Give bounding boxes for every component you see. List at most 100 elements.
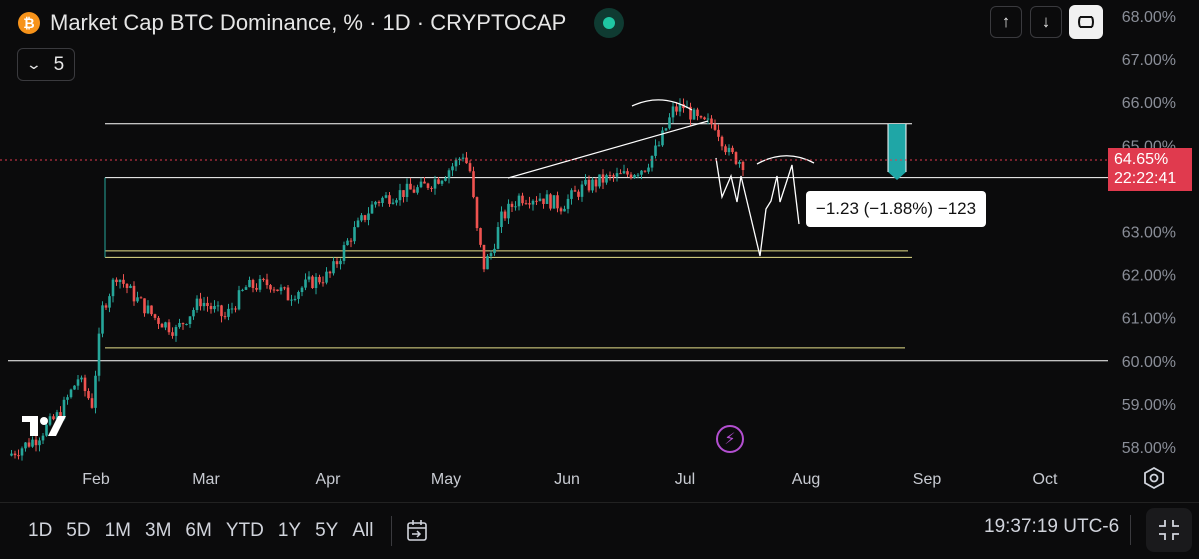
candle-body — [314, 276, 318, 289]
candle-body — [412, 189, 416, 193]
candle-body — [727, 147, 731, 153]
candle-body — [307, 276, 311, 280]
candle-body — [55, 412, 59, 420]
timeframe-5d[interactable]: 5D — [66, 520, 91, 541]
candle-body — [272, 289, 276, 291]
candle-body — [626, 171, 629, 175]
candle-body — [27, 442, 31, 447]
timeframe-1m[interactable]: 1M — [104, 520, 131, 541]
candle-body — [234, 308, 237, 310]
market-status-icon[interactable] — [594, 8, 625, 38]
candle-body — [671, 106, 675, 118]
candle-body — [398, 190, 402, 201]
chart-area[interactable]: 68.00% 67.00% 66.00% 65.00% 63.00% 62.00% 61.0… — [0, 0, 1199, 500]
candle-body — [108, 296, 111, 308]
candle-body — [507, 203, 510, 219]
candle-body — [668, 117, 671, 129]
y-tick-label: 63.00% — [1122, 225, 1176, 242]
candle-body — [244, 287, 248, 290]
candle-body — [391, 202, 395, 204]
current-price-value: 64.65% — [1114, 151, 1169, 168]
candle-body — [374, 201, 377, 205]
tradingview-logo-icon — [22, 413, 68, 444]
scroll-up-button[interactable]: ↑ — [990, 6, 1022, 38]
fullscreen-button[interactable] — [1146, 508, 1192, 552]
candle-body — [738, 161, 741, 164]
candle-body — [24, 442, 27, 449]
timeframe-1d[interactable]: 1D — [28, 520, 53, 541]
candle-body — [178, 323, 181, 328]
candle-body — [136, 297, 139, 302]
candle-body — [111, 279, 115, 297]
candle-body — [689, 106, 692, 120]
candle-body — [38, 440, 41, 446]
y-tick-label: 66.00% — [1122, 95, 1176, 112]
y-tick-label: 59.00% — [1122, 397, 1176, 414]
candle-body — [276, 289, 279, 291]
candle-body — [83, 377, 87, 392]
candle-body — [353, 227, 356, 242]
candle-body — [496, 227, 500, 249]
indicators-toggle-button[interactable]: ⌄ 5 — [17, 48, 75, 81]
calendar-goto-icon[interactable] — [404, 518, 430, 544]
candle-body — [549, 194, 552, 209]
scroll-down-button[interactable]: ↓ — [1030, 6, 1062, 38]
x-tick-label: Apr — [316, 471, 342, 488]
candle-body — [622, 171, 626, 174]
y-tick-label: 61.00% — [1122, 311, 1176, 328]
x-tick-label: Sep — [913, 471, 942, 488]
timeframe-3m[interactable]: 3M — [145, 520, 172, 541]
candle-body — [545, 194, 549, 204]
candle-body — [699, 115, 703, 118]
candle-body — [237, 290, 241, 310]
candle-body — [258, 278, 262, 290]
candle-body — [451, 166, 454, 171]
x-tick-label: Jul — [675, 471, 695, 488]
timeframe-ytd[interactable]: YTD — [225, 520, 264, 541]
candle-body — [594, 179, 598, 187]
y-tick-label: 67.00% — [1122, 52, 1176, 69]
candle-body — [706, 118, 710, 120]
candle-body — [10, 453, 13, 456]
candle-body — [297, 292, 300, 299]
chart-layout-button[interactable] — [1069, 5, 1103, 39]
candle-body — [678, 104, 682, 112]
clock-timezone[interactable]: 19:37:19 UTC-6 — [984, 516, 1120, 537]
top-arc — [631, 99, 693, 111]
candle-body — [181, 323, 185, 325]
user-drawings — [0, 99, 1108, 257]
candle-body — [559, 208, 563, 212]
candle-body — [454, 159, 458, 167]
candle-body — [556, 195, 559, 209]
candle-body — [153, 314, 157, 318]
candle-body — [461, 157, 465, 159]
lightning-icon[interactable]: ⚡ — [716, 425, 744, 453]
candle-body — [517, 195, 521, 207]
candle-body — [41, 435, 45, 441]
candle-body — [150, 305, 153, 315]
price-chart[interactable]: 68.00%67.00%66.00%65.00%63.00%62.00%61.0… — [0, 0, 1199, 500]
target-arrow-body — [888, 124, 906, 172]
candle-body — [216, 305, 220, 307]
timeframe-6m[interactable]: 6M — [185, 520, 212, 541]
candle-body — [171, 332, 174, 336]
candle-body — [325, 271, 328, 283]
candle-body — [185, 323, 188, 325]
timeframe-1y[interactable]: 1Y — [277, 520, 302, 541]
candle-body — [13, 453, 17, 456]
timeframe-all[interactable]: All — [352, 520, 374, 541]
candle-body — [647, 167, 650, 172]
timeframe-5y[interactable]: 5Y — [315, 520, 339, 541]
candle-body — [293, 298, 297, 300]
candle-body — [104, 305, 108, 308]
candle-body — [290, 299, 293, 301]
candle-body — [608, 175, 612, 177]
symbol-title[interactable]: Market Cap BTC Dominance, % · 1D · CRYPT… — [50, 10, 567, 35]
candle-body — [80, 377, 83, 380]
x-tick-label: May — [431, 471, 461, 488]
settings-hex-icon[interactable] — [1142, 466, 1166, 490]
candle-body — [587, 179, 591, 191]
x-tick-label: Jun — [554, 471, 580, 488]
candle-body — [612, 175, 615, 177]
candle-body — [248, 279, 251, 288]
